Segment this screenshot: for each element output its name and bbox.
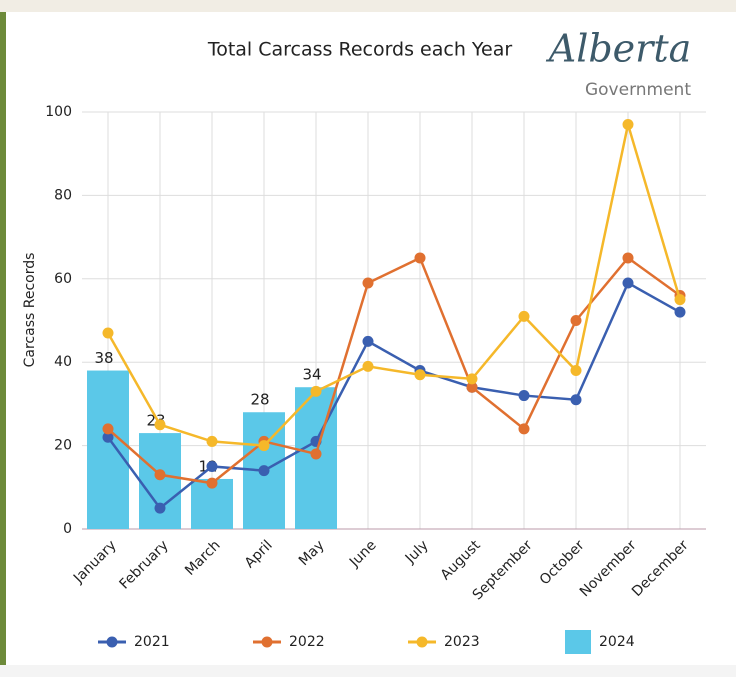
point — [622, 252, 634, 264]
chart-title: Total Carcass Records each Year — [207, 39, 513, 61]
legend-marker — [106, 636, 118, 648]
point — [362, 360, 374, 372]
point — [258, 465, 270, 477]
x-tick-label: August — [438, 537, 484, 583]
point — [154, 469, 166, 481]
point — [570, 315, 582, 326]
line — [106, 124, 682, 447]
point — [362, 335, 374, 347]
bottom-strip — [0, 665, 736, 677]
logo-subtitle: Government — [585, 80, 691, 100]
point — [414, 369, 426, 381]
x-tick-label: March — [182, 537, 223, 578]
point — [466, 381, 478, 393]
x-tick-label: December — [629, 537, 692, 600]
point — [518, 390, 530, 402]
point — [570, 365, 582, 377]
point — [414, 252, 426, 264]
point — [310, 385, 322, 397]
x-tick-label: July — [402, 537, 432, 567]
legend-swatch — [565, 630, 591, 654]
legend-label: 2024 — [599, 634, 635, 650]
line — [106, 281, 681, 510]
legend-marker — [261, 636, 273, 648]
point — [622, 119, 634, 131]
x-tick-label: October — [537, 537, 588, 588]
legend-label: 2022 — [289, 634, 325, 650]
point — [570, 394, 582, 406]
point — [518, 310, 530, 322]
point — [674, 306, 686, 318]
y-axis-label: Carcass Records — [22, 253, 38, 368]
x-tick-label: June — [346, 537, 380, 571]
point — [622, 277, 634, 289]
y-tick-label: 0 — [63, 521, 72, 537]
y-tick-label: 20 — [54, 438, 72, 454]
point — [674, 294, 686, 306]
bar-label: 38 — [94, 349, 113, 367]
point — [206, 435, 218, 447]
point — [154, 502, 166, 514]
y-tick-label: 80 — [54, 187, 72, 203]
point — [154, 419, 166, 431]
point — [206, 460, 218, 472]
x-tick-label: January — [70, 537, 120, 587]
point — [362, 277, 374, 289]
x-tick-label: February — [116, 537, 171, 592]
bar-label: 34 — [302, 366, 321, 384]
point — [518, 423, 530, 435]
point — [102, 423, 114, 435]
y-tick-label: 100 — [45, 104, 72, 120]
x-tick-label: April — [242, 537, 276, 571]
top-strip — [0, 0, 736, 12]
point — [206, 477, 218, 489]
legend-marker — [416, 636, 428, 648]
bar-label: 28 — [250, 391, 269, 409]
point — [310, 448, 322, 460]
point — [466, 373, 478, 385]
legend-label: 2021 — [134, 634, 170, 650]
legend-label: 2023 — [444, 634, 480, 650]
point — [102, 431, 114, 443]
y-tick-label: 60 — [54, 271, 72, 287]
point — [102, 327, 114, 339]
bar — [139, 433, 181, 529]
bar — [87, 370, 129, 529]
line — [107, 256, 681, 485]
point — [258, 440, 270, 452]
logo-name: Alberta — [546, 27, 692, 71]
left-strip — [0, 12, 6, 672]
x-tick-label: May — [296, 537, 328, 569]
y-tick-label: 40 — [54, 354, 72, 370]
